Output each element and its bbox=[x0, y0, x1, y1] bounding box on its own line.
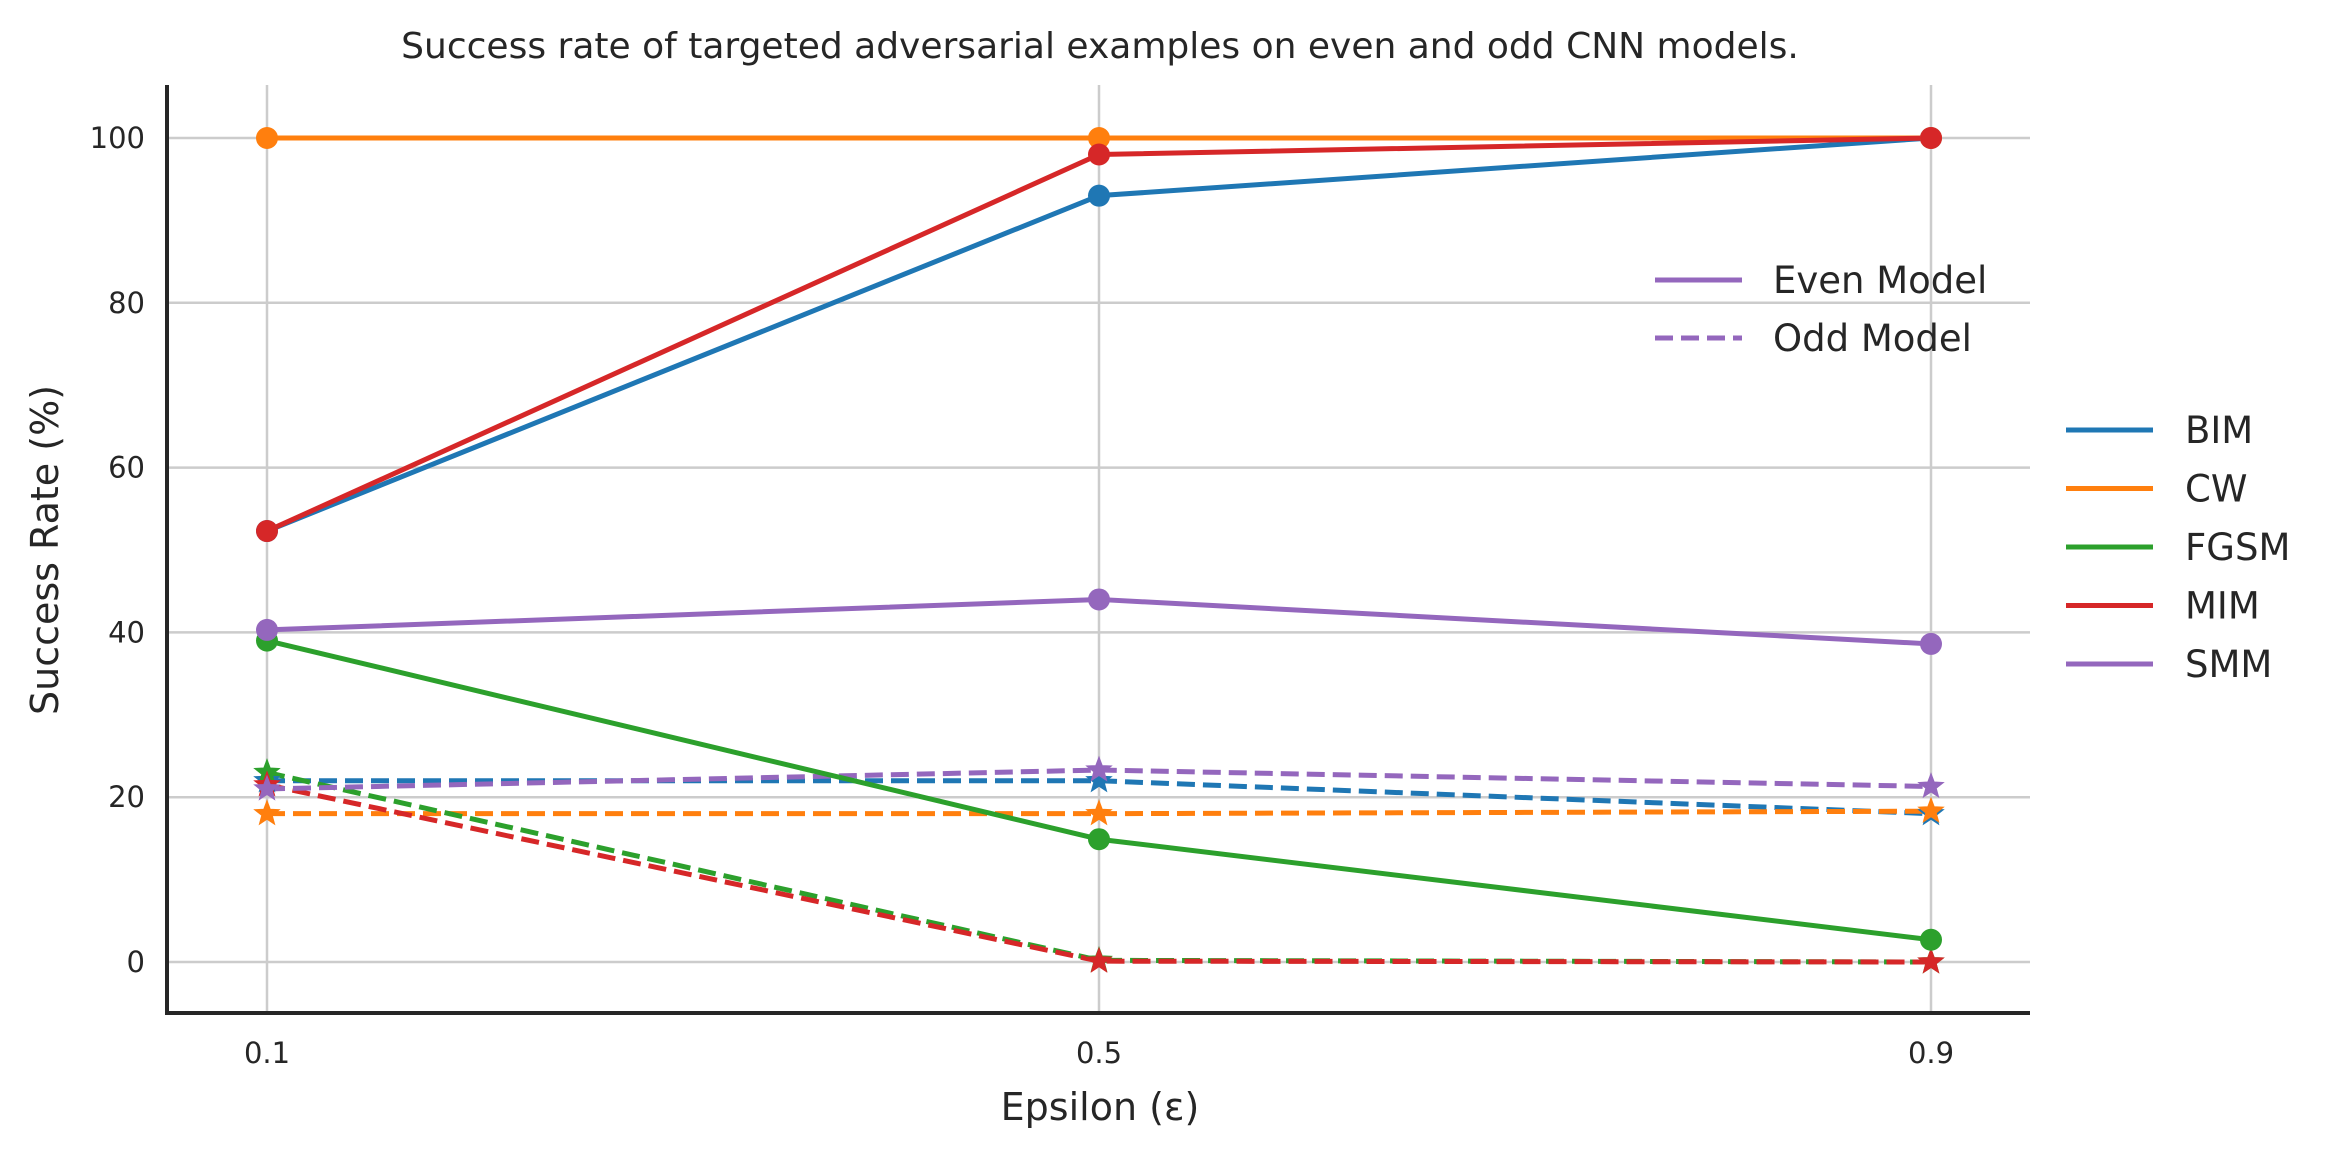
x-axis-label: Epsilon (ε) bbox=[1001, 1085, 1200, 1129]
method-legend-label: MIM bbox=[2185, 585, 2260, 628]
data-point-smm-odd bbox=[1085, 755, 1113, 782]
chart-title: Success rate of targeted adversarial exa… bbox=[401, 26, 1799, 67]
data-point-cw-odd bbox=[1917, 796, 1945, 823]
markers-layer bbox=[253, 127, 1945, 974]
y-tick-label: 60 bbox=[108, 451, 145, 485]
data-point-mim-odd bbox=[1085, 946, 1113, 973]
data-point-mim-even bbox=[1920, 127, 1942, 149]
ticks-layer: 0 20 40 60 80 100 0.1 0.5 0.9 bbox=[90, 121, 1954, 1070]
data-point-cw-odd bbox=[253, 799, 281, 826]
style-legend: Even Model Odd Model bbox=[1655, 259, 1987, 360]
data-point-smm-even bbox=[1088, 588, 1110, 611]
data-point-smm-odd bbox=[1917, 772, 1945, 799]
method-legend: BIM CW FGSM MIM SMM bbox=[2066, 409, 2290, 686]
data-point-smm-odd bbox=[253, 774, 281, 801]
y-tick-label: 80 bbox=[108, 286, 145, 320]
y-tick-label: 20 bbox=[108, 780, 145, 814]
method-legend-label: BIM bbox=[2185, 409, 2253, 452]
x-tick-label: 0.9 bbox=[1908, 1036, 1954, 1070]
data-point-fgsm-even bbox=[1088, 828, 1110, 851]
y-axis-label: Success Rate (%) bbox=[23, 385, 67, 715]
data-point-cw-even bbox=[256, 127, 278, 149]
x-tick-label: 0.1 bbox=[244, 1036, 290, 1070]
y-tick-label: 100 bbox=[90, 121, 145, 155]
data-point-cw-odd bbox=[1085, 799, 1113, 826]
grid-layer bbox=[167, 85, 2030, 1013]
data-point-smm-even bbox=[256, 618, 278, 641]
method-legend-label: SMM bbox=[2185, 643, 2272, 686]
data-point-smm-even bbox=[1920, 632, 1942, 655]
series-line-mim-odd bbox=[266, 782, 1932, 965]
y-tick-label: 0 bbox=[127, 945, 145, 979]
data-point-mim-odd bbox=[1917, 947, 1945, 974]
data-point-fgsm-even bbox=[1920, 928, 1942, 951]
y-tick-label: 40 bbox=[108, 615, 145, 649]
x-tick-label: 0.5 bbox=[1076, 1036, 1122, 1070]
data-point-cw-even bbox=[1088, 127, 1110, 149]
method-legend-label: CW bbox=[2185, 468, 2247, 511]
data-point-mim-even bbox=[1088, 143, 1110, 166]
method-legend-label: FGSM bbox=[2185, 526, 2290, 569]
data-point-bim-odd bbox=[1085, 766, 1113, 793]
style-legend-label: Even Model bbox=[1773, 259, 1987, 302]
axes-layer bbox=[165, 85, 2030, 1015]
style-legend-label: Odd Model bbox=[1773, 317, 1972, 360]
data-point-mim-even bbox=[256, 520, 278, 543]
data-point-bim-even bbox=[1088, 184, 1110, 207]
